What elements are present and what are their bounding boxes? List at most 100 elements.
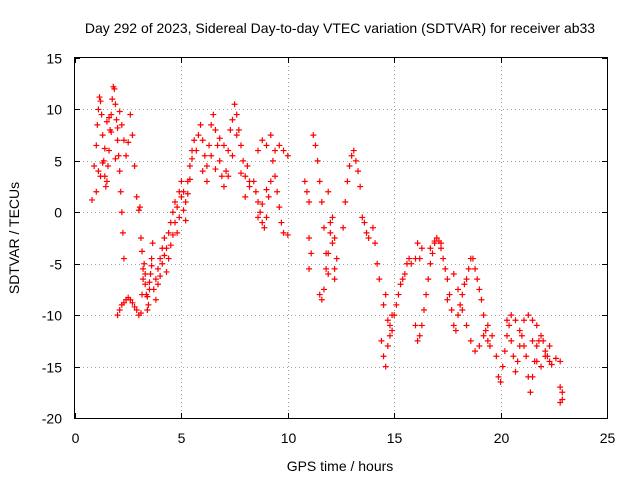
x-tick-label: 25 bbox=[600, 430, 616, 446]
data-point bbox=[442, 265, 449, 272]
data-point bbox=[386, 322, 393, 329]
x-tick-label: 15 bbox=[387, 430, 403, 446]
data-point bbox=[163, 268, 170, 275]
data-point bbox=[355, 168, 362, 175]
data-point bbox=[276, 142, 283, 149]
data-point bbox=[493, 353, 500, 360]
data-point bbox=[267, 178, 274, 185]
data-point bbox=[142, 281, 149, 288]
data-point bbox=[165, 229, 172, 236]
data-point bbox=[284, 231, 291, 238]
data-point bbox=[208, 152, 215, 159]
data-point bbox=[208, 121, 215, 128]
data-point bbox=[150, 286, 157, 293]
data-point bbox=[267, 132, 274, 139]
data-point bbox=[161, 235, 168, 241]
data-point bbox=[495, 373, 502, 380]
data-point bbox=[444, 276, 451, 283]
data-point bbox=[141, 260, 148, 267]
data-point bbox=[116, 307, 123, 313]
data-point bbox=[523, 353, 530, 360]
chart-title: Day 292 of 2023, Sidereal Day-to-day VTE… bbox=[85, 20, 595, 36]
data-point bbox=[542, 348, 549, 355]
data-point bbox=[182, 199, 189, 205]
data-point bbox=[96, 94, 103, 101]
data-point bbox=[401, 271, 408, 277]
data-point bbox=[418, 245, 425, 252]
data-point bbox=[147, 271, 154, 277]
data-point bbox=[108, 111, 115, 118]
data-point bbox=[278, 219, 285, 226]
x-tick-label: 20 bbox=[494, 430, 510, 446]
data-point bbox=[369, 224, 376, 231]
data-point bbox=[346, 163, 353, 169]
data-point bbox=[395, 291, 402, 298]
data-point bbox=[497, 379, 504, 385]
data-point bbox=[489, 332, 496, 339]
data-point bbox=[306, 199, 313, 205]
data-point bbox=[329, 240, 336, 247]
data-point bbox=[316, 178, 323, 185]
data-point bbox=[525, 312, 532, 319]
data-point bbox=[320, 286, 327, 293]
data-point bbox=[503, 332, 510, 339]
data-point bbox=[106, 114, 113, 121]
data-point bbox=[384, 343, 391, 349]
y-tick-label: 0 bbox=[54, 205, 62, 221]
data-point bbox=[195, 132, 202, 139]
data-point bbox=[306, 235, 313, 241]
data-point bbox=[118, 209, 125, 216]
data-point bbox=[533, 322, 540, 329]
data-point bbox=[259, 137, 266, 144]
data-point bbox=[433, 235, 440, 241]
data-point bbox=[446, 291, 453, 298]
data-point bbox=[149, 240, 156, 247]
data-point bbox=[455, 312, 462, 319]
data-point bbox=[406, 255, 413, 262]
y-tick-label: -10 bbox=[42, 308, 62, 324]
data-point bbox=[116, 108, 123, 115]
data-point bbox=[186, 176, 193, 183]
data-point bbox=[472, 348, 479, 355]
data-point bbox=[199, 137, 206, 144]
data-point bbox=[186, 163, 193, 169]
data-point bbox=[117, 188, 124, 195]
data-point bbox=[225, 173, 232, 180]
data-point bbox=[140, 265, 147, 272]
data-point bbox=[119, 229, 126, 236]
data-point bbox=[203, 163, 210, 169]
data-point bbox=[229, 152, 236, 159]
data-point bbox=[133, 193, 140, 200]
y-tick-label: -15 bbox=[42, 360, 62, 376]
data-point bbox=[276, 204, 283, 211]
plot-frame bbox=[74, 57, 608, 419]
data-point bbox=[280, 147, 287, 154]
data-point bbox=[469, 255, 476, 262]
data-point bbox=[97, 173, 104, 180]
data-point bbox=[303, 188, 310, 195]
data-point bbox=[340, 224, 347, 231]
y-tick-label: 15 bbox=[46, 51, 62, 67]
data-point bbox=[331, 235, 338, 241]
data-point bbox=[529, 373, 536, 380]
data-point bbox=[552, 355, 559, 362]
data-point bbox=[423, 291, 430, 298]
data-point bbox=[516, 327, 523, 334]
data-point bbox=[157, 273, 164, 280]
data-point bbox=[484, 337, 491, 344]
data-point bbox=[212, 127, 219, 133]
data-point bbox=[546, 358, 553, 365]
data-point bbox=[418, 322, 425, 329]
data-point bbox=[512, 317, 519, 324]
data-point bbox=[118, 121, 125, 128]
data-point bbox=[174, 204, 181, 211]
data-point bbox=[325, 188, 332, 195]
data-point bbox=[176, 214, 183, 221]
data-point bbox=[154, 265, 161, 272]
data-point bbox=[533, 343, 540, 349]
data-point bbox=[259, 201, 266, 208]
x-tick-label: 0 bbox=[72, 430, 80, 446]
data-point bbox=[280, 229, 287, 236]
data-point bbox=[274, 188, 281, 195]
data-point bbox=[414, 240, 421, 247]
